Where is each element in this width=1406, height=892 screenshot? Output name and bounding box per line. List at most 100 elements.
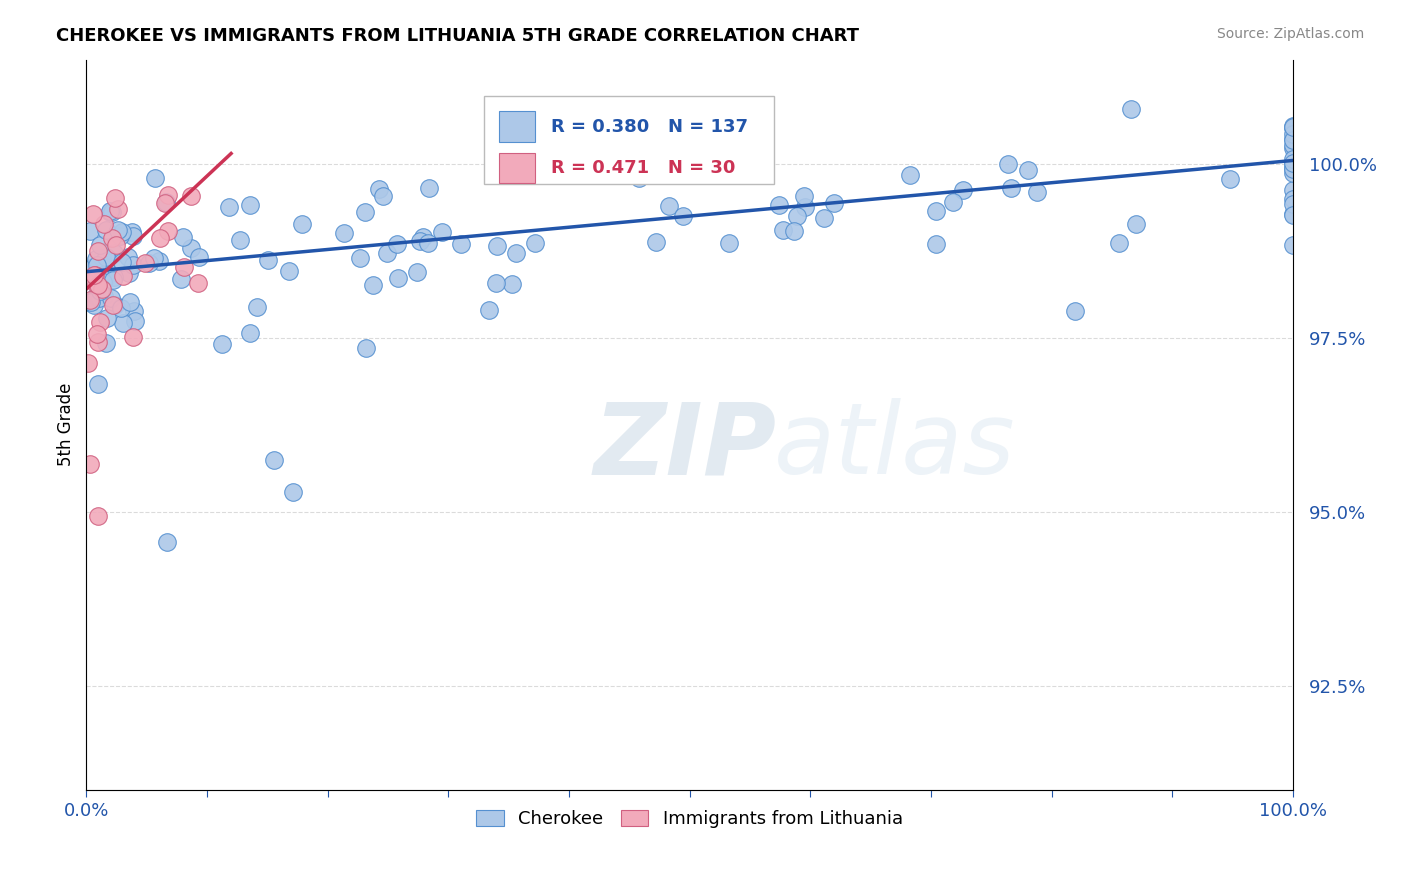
- Point: [1282, 197, 1305, 211]
- Point: [1025, 185, 1047, 199]
- Point: [794, 201, 817, 215]
- Point: [361, 278, 384, 293]
- Point: [485, 239, 508, 253]
- Point: [786, 209, 808, 223]
- Point: [149, 230, 172, 244]
- Point: [1108, 236, 1130, 251]
- Point: [188, 250, 211, 264]
- Point: [111, 226, 134, 240]
- Point: [1219, 171, 1241, 186]
- Point: [122, 229, 145, 244]
- Point: [263, 453, 285, 467]
- Point: [1282, 207, 1305, 221]
- Point: [84, 277, 107, 291]
- Point: [187, 277, 209, 291]
- Point: [1282, 156, 1305, 170]
- Y-axis label: 5th Grade: 5th Grade: [58, 383, 75, 467]
- Point: [291, 217, 314, 231]
- Point: [671, 209, 693, 223]
- Point: [87, 509, 110, 524]
- Point: [1282, 119, 1305, 133]
- Point: [371, 188, 394, 202]
- Point: [143, 170, 166, 185]
- Point: [1282, 208, 1305, 222]
- Point: [110, 301, 132, 315]
- Point: [111, 316, 134, 330]
- Point: [942, 194, 965, 209]
- Point: [997, 156, 1019, 170]
- Point: [79, 224, 101, 238]
- Point: [813, 211, 835, 225]
- Point: [111, 255, 134, 269]
- Point: [239, 326, 262, 340]
- Point: [148, 254, 170, 268]
- Point: [117, 250, 139, 264]
- Point: [98, 205, 121, 219]
- Point: [103, 269, 125, 284]
- Point: [1282, 120, 1305, 134]
- Point: [256, 253, 278, 268]
- Point: [77, 294, 100, 309]
- Point: [124, 314, 146, 328]
- Point: [84, 268, 107, 282]
- Point: [121, 258, 143, 272]
- Bar: [499, 112, 536, 142]
- Point: [1282, 133, 1305, 147]
- Point: [96, 251, 118, 265]
- Bar: [499, 153, 536, 184]
- Point: [87, 291, 110, 305]
- Point: [138, 255, 160, 269]
- Point: [134, 256, 156, 270]
- Point: [84, 289, 107, 303]
- Point: [122, 303, 145, 318]
- Bar: [485, 96, 775, 184]
- Point: [412, 230, 434, 244]
- Point: [80, 295, 103, 310]
- Point: [387, 270, 409, 285]
- Point: [96, 335, 118, 350]
- Point: [1282, 141, 1305, 155]
- Point: [1282, 156, 1305, 170]
- Point: [228, 233, 250, 247]
- Legend: Cherokee, Immigrants from Lithuania: Cherokee, Immigrants from Lithuania: [470, 803, 910, 836]
- Point: [172, 230, 194, 244]
- Point: [501, 277, 523, 292]
- Point: [87, 278, 110, 293]
- Point: [89, 268, 111, 283]
- Point: [110, 228, 132, 243]
- Point: [104, 298, 127, 312]
- Point: [173, 260, 195, 274]
- Point: [1282, 120, 1305, 135]
- Point: [952, 183, 974, 197]
- Point: [644, 235, 666, 249]
- Point: [89, 284, 111, 298]
- Point: [1119, 102, 1142, 116]
- Point: [79, 457, 101, 471]
- Point: [416, 236, 439, 251]
- Point: [91, 282, 114, 296]
- Point: [104, 191, 127, 205]
- Point: [239, 197, 262, 211]
- Point: [1282, 138, 1305, 153]
- Point: [823, 196, 845, 211]
- Point: [245, 300, 267, 314]
- Text: ZIP: ZIP: [593, 398, 776, 495]
- Text: Source: ZipAtlas.com: Source: ZipAtlas.com: [1216, 27, 1364, 41]
- Point: [84, 252, 107, 266]
- Point: [180, 189, 202, 203]
- Point: [100, 204, 122, 219]
- Point: [91, 275, 114, 289]
- Point: [333, 227, 356, 241]
- Point: [1282, 152, 1305, 166]
- Point: [478, 303, 501, 318]
- Point: [1282, 161, 1305, 175]
- Point: [89, 238, 111, 252]
- Point: [450, 237, 472, 252]
- Point: [349, 251, 371, 265]
- Point: [87, 335, 110, 350]
- Point: [1017, 163, 1039, 178]
- Point: [768, 197, 790, 211]
- Point: [925, 203, 948, 218]
- Point: [628, 171, 651, 186]
- Text: atlas: atlas: [775, 398, 1015, 495]
